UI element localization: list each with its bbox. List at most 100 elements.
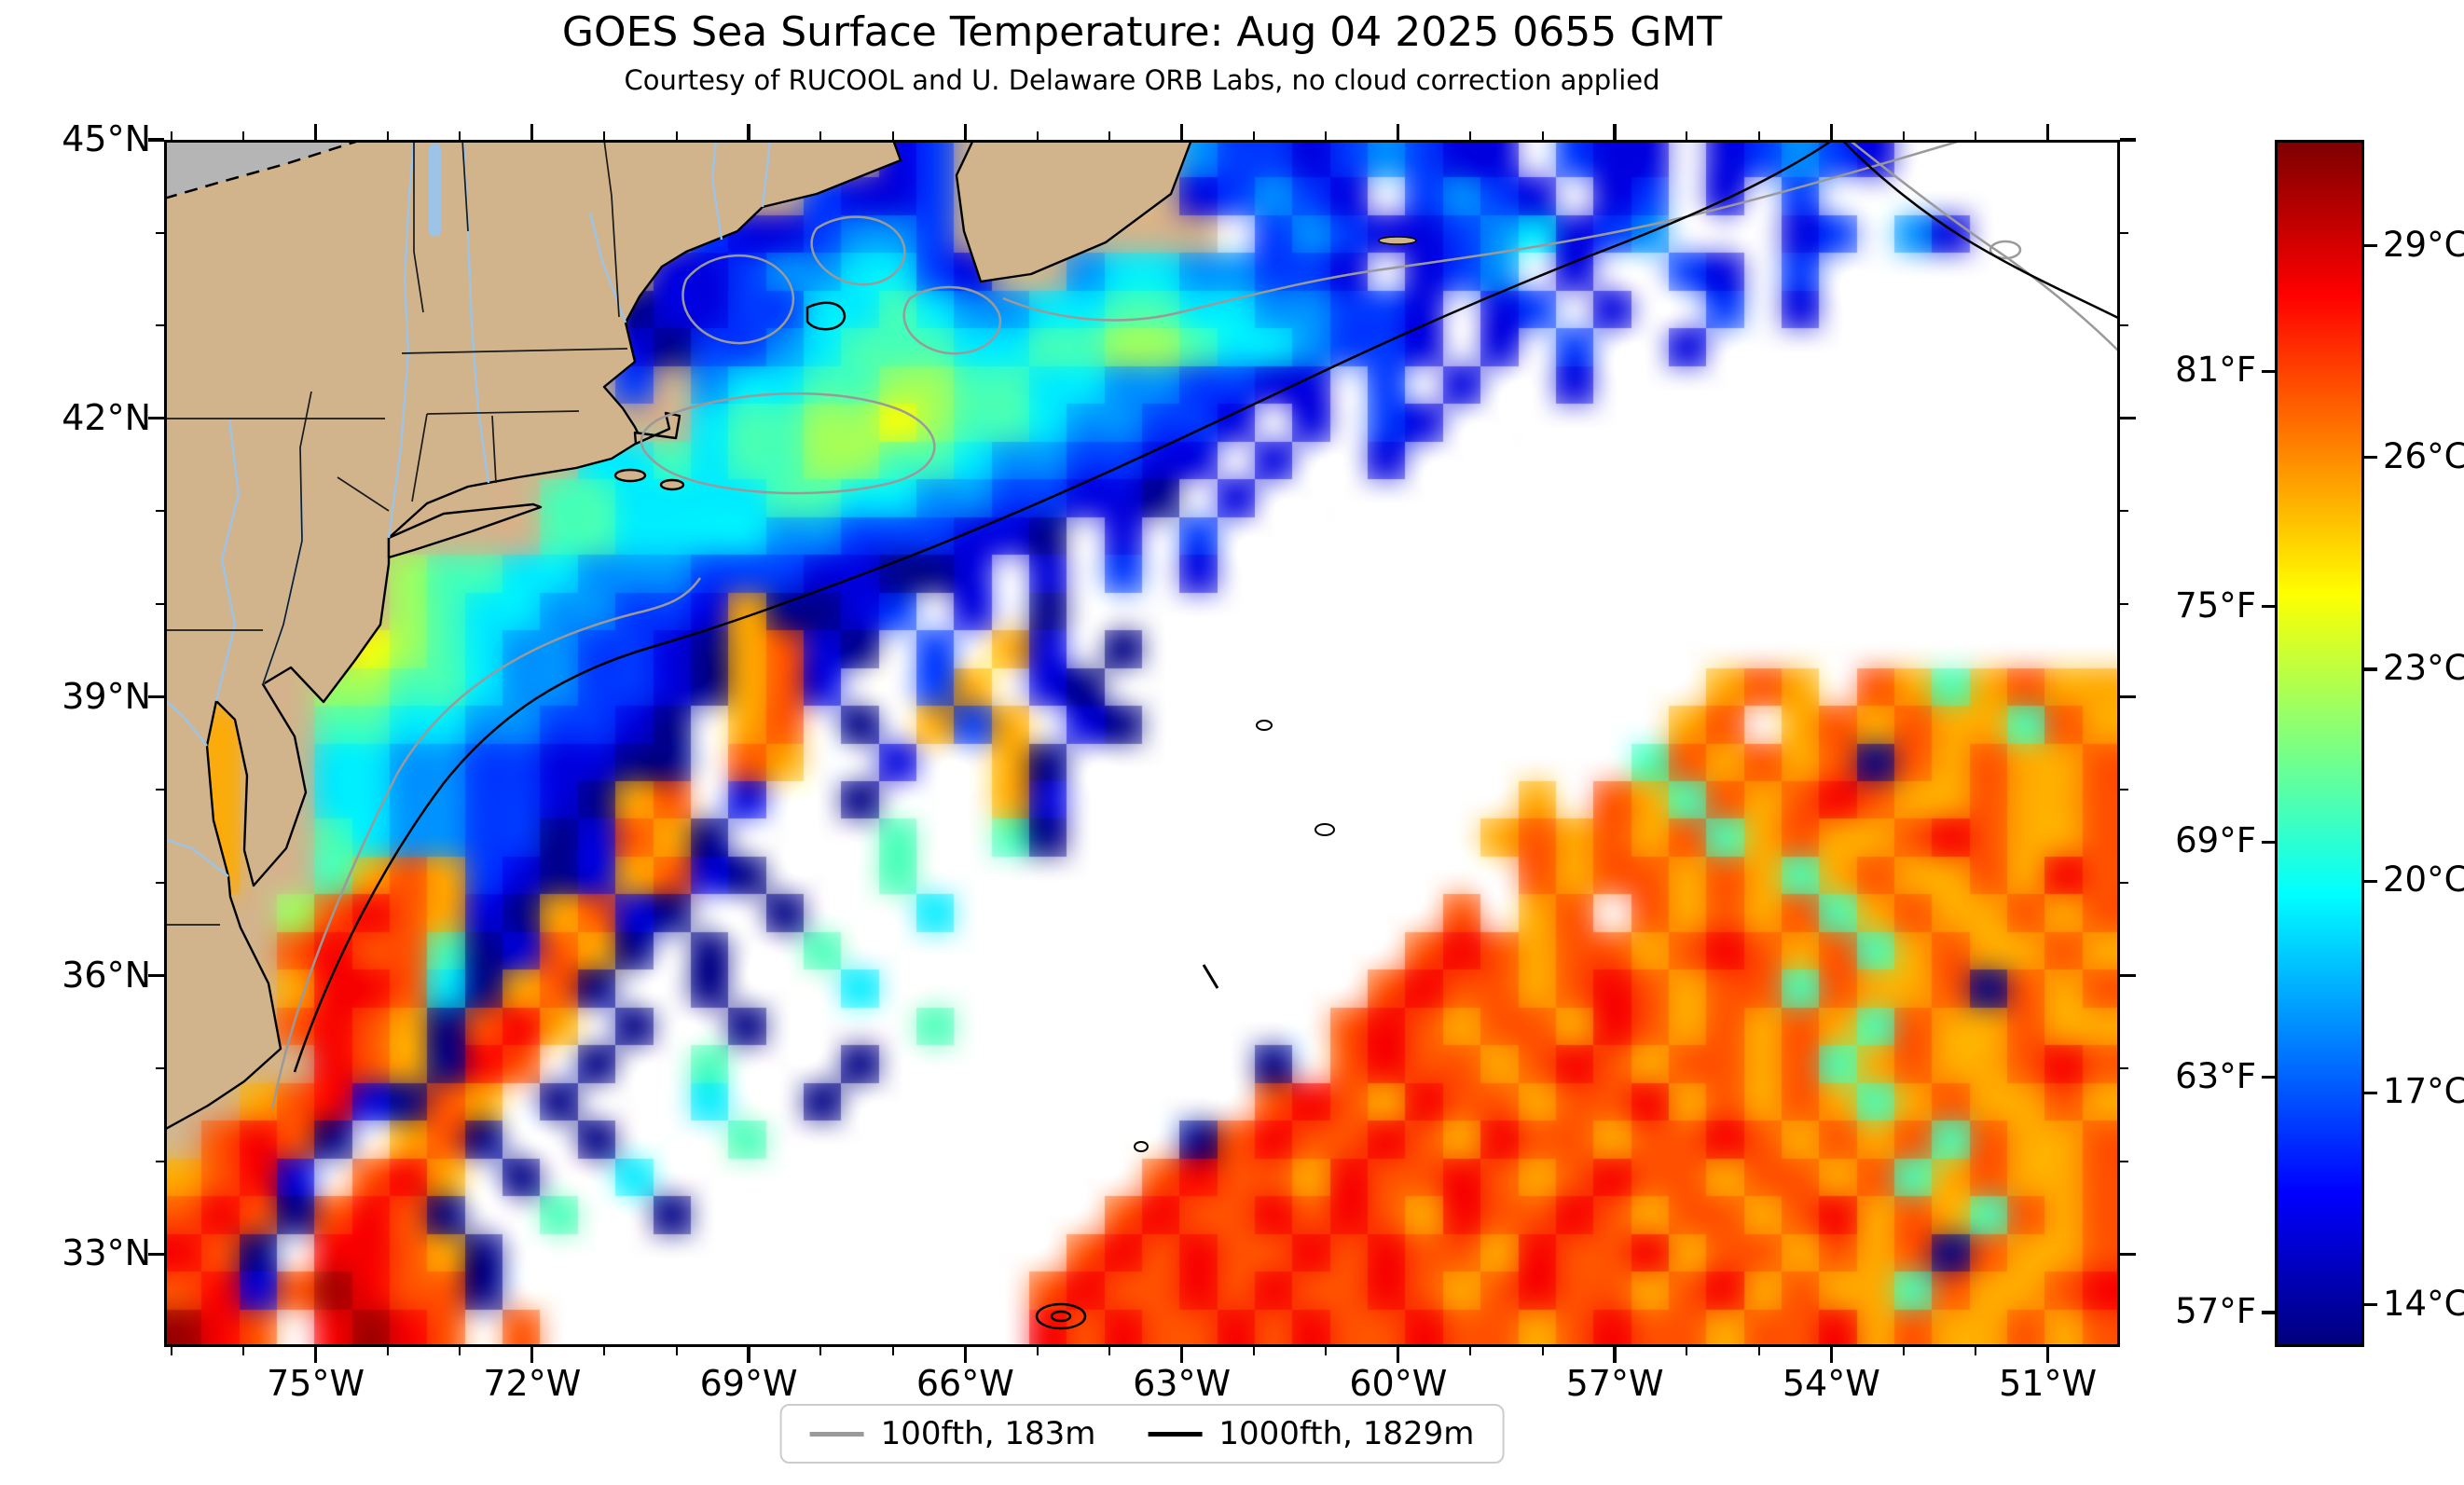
ny-ct-border bbox=[411, 413, 428, 502]
sable-island bbox=[1378, 236, 1417, 245]
x-minor-tick bbox=[1902, 1347, 1905, 1355]
us-canada-border-dashed bbox=[164, 140, 363, 200]
contour-100fth-northeast bbox=[1851, 141, 2120, 353]
contour-100fth-gom-basin-3 bbox=[902, 285, 1002, 355]
x-minor-tick-top bbox=[1469, 131, 1472, 140]
long-island bbox=[387, 502, 543, 559]
y-minor-tick-right bbox=[2120, 510, 2128, 513]
legend-line-100fth bbox=[809, 1431, 864, 1437]
map-overlay bbox=[164, 140, 2120, 1347]
x-minor-tick-top bbox=[386, 131, 389, 140]
colorbar-tick-f bbox=[2262, 369, 2275, 373]
y-minor-tick bbox=[156, 789, 164, 791]
figure-subtitle: Courtesy of RUCOOL and U. Delaware ORB L… bbox=[624, 64, 1660, 96]
ny-vt-border bbox=[413, 140, 424, 313]
x-major-tick-top bbox=[963, 124, 967, 140]
y-minor-tick-right bbox=[2120, 1160, 2128, 1162]
ma-north-border bbox=[401, 348, 628, 354]
contour-100fth-scotian-shelf bbox=[1002, 140, 1964, 322]
y-minor-tick bbox=[156, 1160, 164, 1162]
x-major-tick-top bbox=[1179, 124, 1184, 140]
colorbar-label-c: 20°C bbox=[2383, 859, 2464, 901]
x-tick-label: 60°W bbox=[1349, 1363, 1448, 1404]
x-minor-tick-top bbox=[242, 131, 245, 140]
colorbar-tick-c bbox=[2364, 1091, 2377, 1094]
x-minor-tick bbox=[386, 1347, 389, 1355]
legend: 100fth, 183m 1000fth, 1829m bbox=[779, 1404, 1505, 1464]
legend-line-1000fth bbox=[1148, 1431, 1203, 1437]
colorbar-label-c: 26°C bbox=[2383, 435, 2464, 476]
x-minor-tick-top bbox=[1757, 131, 1760, 140]
state-boundaries bbox=[164, 140, 628, 926]
map-plot bbox=[164, 140, 2120, 1347]
x-major-tick-top bbox=[313, 124, 318, 140]
nantucket bbox=[659, 478, 685, 491]
contour-100fth-shelf bbox=[270, 577, 702, 1110]
colorbar-label-f: 57°F bbox=[2175, 1290, 2256, 1331]
small-ring-2 bbox=[1256, 720, 1273, 731]
y-major-tick bbox=[148, 417, 164, 420]
mainland-coastline bbox=[164, 140, 902, 1132]
bermuda-ring-outer bbox=[1035, 1302, 1087, 1330]
x-minor-tick bbox=[1541, 1347, 1544, 1355]
y-major-tick bbox=[148, 138, 164, 142]
ma-south-border bbox=[426, 410, 580, 415]
x-tick-label: 63°W bbox=[1133, 1363, 1232, 1404]
kennebec-river bbox=[710, 140, 723, 241]
x-major-tick-top bbox=[1829, 124, 1833, 140]
x-minor-tick bbox=[1757, 1347, 1760, 1355]
colorbar-label-f: 69°F bbox=[2175, 820, 2256, 861]
x-major-tick bbox=[1179, 1347, 1184, 1363]
bermuda-ring-inner bbox=[1050, 1310, 1072, 1323]
colorbar-label-f: 81°F bbox=[2175, 350, 2256, 391]
y-major-tick-right bbox=[2120, 417, 2136, 420]
land-layer bbox=[164, 140, 1417, 1132]
y-minor-tick bbox=[156, 510, 164, 513]
hudson-river bbox=[387, 140, 416, 539]
colorbar-tick-f bbox=[2262, 605, 2275, 609]
y-tick-label: 33°N bbox=[62, 1232, 151, 1274]
contour-1000fth-gom-loop bbox=[805, 301, 847, 331]
x-minor-tick bbox=[819, 1347, 822, 1355]
colorbar-tick-f bbox=[2262, 1311, 2275, 1314]
legend-item-1000fth: 1000fth, 1829m bbox=[1148, 1415, 1474, 1452]
x-major-tick bbox=[313, 1347, 318, 1363]
lake-champlain bbox=[429, 144, 441, 237]
contour-100fth-gom-basin-2 bbox=[810, 215, 906, 286]
y-major-tick bbox=[148, 695, 164, 699]
y-minor-tick bbox=[156, 603, 164, 606]
colorbar-label-f: 75°F bbox=[2175, 584, 2256, 626]
y-minor-tick-right bbox=[2120, 881, 2128, 884]
colorbar-label-f: 63°F bbox=[2175, 1055, 2256, 1096]
x-minor-tick-top bbox=[1325, 131, 1328, 140]
y-major-tick-right bbox=[2120, 695, 2136, 699]
colorbar-tick-f bbox=[2262, 1075, 2275, 1079]
x-minor-tick bbox=[675, 1347, 678, 1355]
y-major-tick bbox=[148, 1252, 164, 1256]
x-minor-tick-top bbox=[459, 131, 461, 140]
james-river bbox=[164, 837, 229, 877]
contour-100fth-ring bbox=[1989, 240, 2022, 260]
plot-frame bbox=[164, 140, 2120, 1347]
contour-1000fth-layer bbox=[293, 140, 2120, 1330]
x-minor-tick bbox=[1036, 1347, 1039, 1355]
colorbar-label-c: 17°C bbox=[2383, 1071, 2464, 1112]
legend-label-100fth: 100fth, 183m bbox=[880, 1415, 1096, 1452]
contour-1000fth-shelfbreak bbox=[293, 140, 1834, 1073]
y-major-tick-right bbox=[2120, 1252, 2136, 1256]
vt-nh-border bbox=[461, 140, 469, 232]
x-major-tick bbox=[747, 1347, 750, 1363]
x-major-tick-top bbox=[747, 124, 750, 140]
nj-ny-border bbox=[337, 476, 390, 512]
x-tick-label: 75°W bbox=[267, 1363, 365, 1404]
cape-cod bbox=[633, 411, 681, 446]
y-minor-tick-right bbox=[2120, 324, 2128, 327]
y-tick-label: 42°N bbox=[62, 396, 151, 438]
figure-title: GOES Sea Surface Temperature: Aug 04 202… bbox=[561, 8, 1723, 56]
colorbar-tick-c bbox=[2364, 879, 2377, 883]
legend-item-100fth: 100fth, 183m bbox=[809, 1415, 1096, 1452]
x-minor-tick-top bbox=[1975, 131, 1977, 140]
x-minor-tick bbox=[1975, 1347, 1977, 1355]
y-tick-label: 36°N bbox=[62, 954, 151, 996]
x-tick-label: 51°W bbox=[1999, 1363, 2098, 1404]
